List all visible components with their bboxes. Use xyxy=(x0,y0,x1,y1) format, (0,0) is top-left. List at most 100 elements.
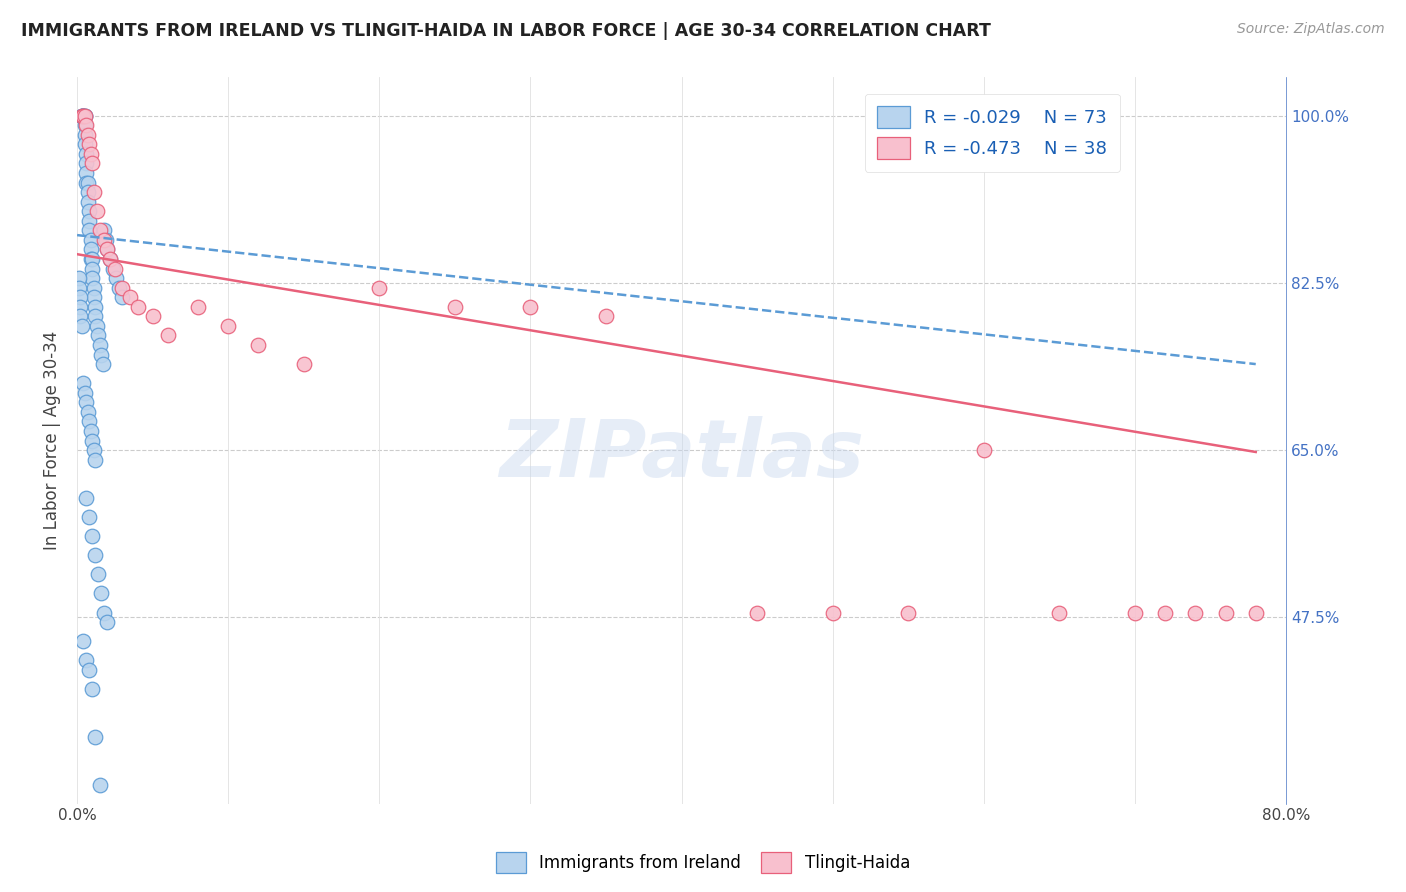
Point xyxy=(70,318,93,333)
Point xyxy=(1154,606,1177,620)
Legend: R = -0.029    N = 73, R = -0.473    N = 38: R = -0.029 N = 73, R = -0.473 N = 38 xyxy=(865,94,1119,172)
Point xyxy=(73,109,96,123)
Point xyxy=(87,328,110,343)
Point xyxy=(1244,606,1267,620)
Point xyxy=(67,280,90,294)
Point xyxy=(83,280,105,294)
Point xyxy=(77,414,100,428)
Point xyxy=(87,567,110,582)
Y-axis label: In Labor Force | Age 30-34: In Labor Force | Age 30-34 xyxy=(44,331,60,550)
Text: ZIPatlas: ZIPatlas xyxy=(499,416,865,494)
Point xyxy=(72,109,94,123)
Point xyxy=(1215,606,1237,620)
Point xyxy=(80,243,103,257)
Point xyxy=(96,243,118,257)
Point xyxy=(103,261,125,276)
Point xyxy=(86,204,108,219)
Point xyxy=(82,261,104,276)
Point xyxy=(82,271,104,285)
Point xyxy=(90,347,112,361)
Point xyxy=(127,300,149,314)
Point xyxy=(217,318,239,333)
Point xyxy=(73,137,96,152)
Point xyxy=(84,730,107,744)
Point xyxy=(82,434,104,448)
Point xyxy=(75,118,97,132)
Text: Source: ZipAtlas.com: Source: ZipAtlas.com xyxy=(1237,22,1385,37)
Point xyxy=(292,357,315,371)
Point xyxy=(72,109,94,123)
Point xyxy=(84,452,107,467)
Point xyxy=(93,223,115,237)
Point xyxy=(89,223,111,237)
Point xyxy=(519,300,541,314)
Point xyxy=(69,290,91,304)
Point xyxy=(75,166,97,180)
Point xyxy=(104,261,127,276)
Point xyxy=(84,548,107,562)
Point xyxy=(70,109,93,123)
Point xyxy=(973,443,995,458)
Point xyxy=(72,109,94,123)
Point xyxy=(75,156,97,170)
Point xyxy=(91,357,114,371)
Point xyxy=(77,663,100,677)
Point xyxy=(75,395,97,409)
Point xyxy=(69,300,91,314)
Point xyxy=(111,280,134,294)
Point xyxy=(73,128,96,142)
Point xyxy=(83,185,105,199)
Point xyxy=(118,290,141,304)
Point xyxy=(80,233,103,247)
Point xyxy=(70,109,93,123)
Point xyxy=(77,510,100,524)
Point xyxy=(69,310,91,324)
Point xyxy=(247,338,270,352)
Point xyxy=(83,290,105,304)
Point xyxy=(83,443,105,458)
Point xyxy=(745,606,768,620)
Point xyxy=(75,491,97,505)
Point xyxy=(72,376,94,391)
Point xyxy=(76,185,98,199)
Point xyxy=(82,252,104,266)
Point xyxy=(80,252,103,266)
Point xyxy=(77,137,100,152)
Point xyxy=(86,318,108,333)
Point xyxy=(73,109,96,123)
Legend: Immigrants from Ireland, Tlingit-Haida: Immigrants from Ireland, Tlingit-Haida xyxy=(489,846,917,880)
Point xyxy=(70,109,93,123)
Point xyxy=(1047,606,1070,620)
Point xyxy=(94,233,117,247)
Point xyxy=(77,223,100,237)
Point xyxy=(70,109,93,123)
Point xyxy=(76,405,98,419)
Point xyxy=(89,777,111,791)
Point xyxy=(93,233,115,247)
Point xyxy=(73,385,96,400)
Point xyxy=(73,109,96,123)
Point xyxy=(108,280,131,294)
Point xyxy=(72,634,94,648)
Point xyxy=(80,424,103,438)
Point xyxy=(595,310,617,324)
Point xyxy=(75,653,97,667)
Point xyxy=(75,176,97,190)
Point xyxy=(75,147,97,161)
Point xyxy=(1184,606,1206,620)
Point xyxy=(105,271,128,285)
Point xyxy=(156,328,179,343)
Point xyxy=(77,213,100,227)
Point xyxy=(67,271,90,285)
Point xyxy=(897,606,920,620)
Point xyxy=(98,252,121,266)
Point xyxy=(142,310,165,324)
Point xyxy=(368,280,391,294)
Point xyxy=(84,300,107,314)
Point xyxy=(76,194,98,209)
Point xyxy=(98,252,121,266)
Point xyxy=(84,310,107,324)
Point xyxy=(96,615,118,629)
Point xyxy=(89,338,111,352)
Point xyxy=(821,606,844,620)
